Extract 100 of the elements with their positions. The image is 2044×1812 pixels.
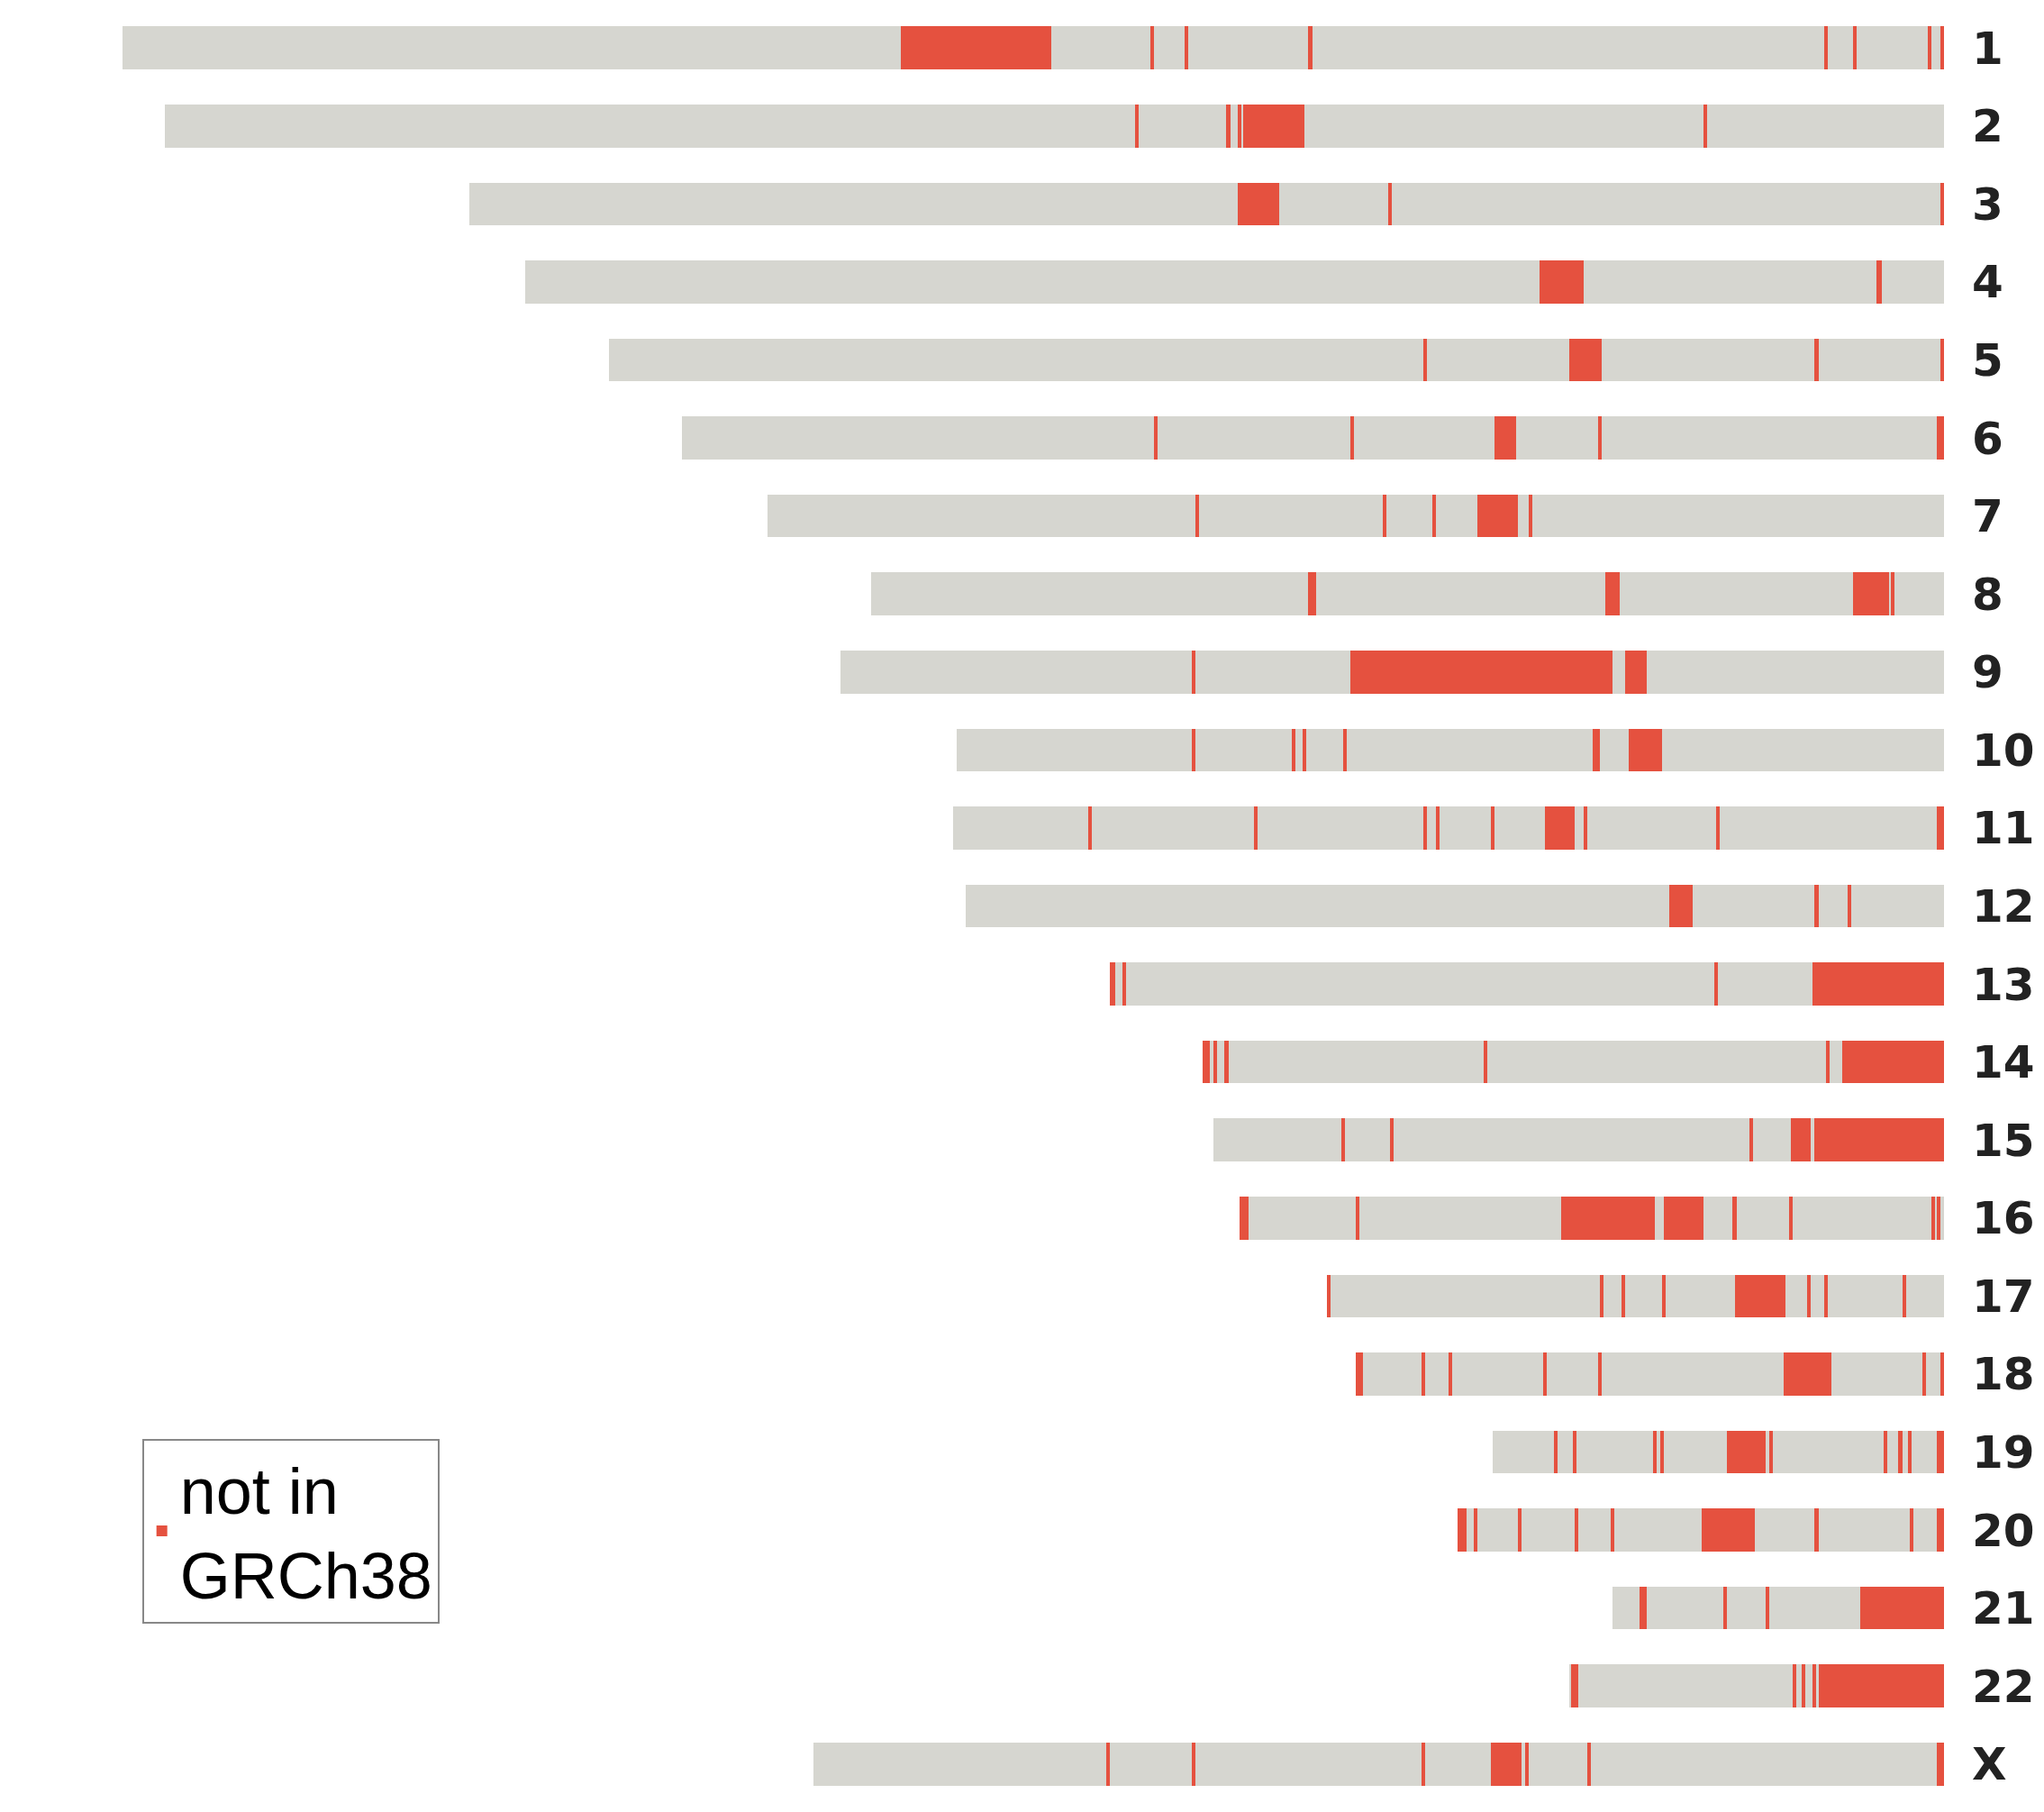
y-tick-label: 11 [1972,802,2035,855]
bar [1818,884,1848,928]
bar [1474,1508,1478,1552]
bar [1110,962,1116,1006]
bar [1421,1742,1425,1786]
bar [1203,1040,1211,1084]
bar [1431,494,1436,538]
bar [1772,1430,1885,1474]
bar [1856,26,1928,70]
bar [966,884,1669,928]
bar [1590,1742,1937,1786]
bar [1558,1430,1573,1474]
bar [1192,728,1196,772]
bar [1195,728,1293,772]
bar [1723,1586,1728,1630]
bar [1483,1040,1487,1084]
bar [1192,1742,1196,1786]
bar [1122,962,1127,1006]
bar [1346,728,1593,772]
bar [1768,1430,1773,1474]
bar [1614,1508,1703,1552]
bar [1547,1352,1598,1396]
y-tick-label: 6 [1972,412,2003,465]
bar [1902,1274,1906,1318]
bar [1422,338,1427,382]
bar [1703,1196,1733,1240]
bar [1816,1664,1819,1707]
bar [1622,1274,1626,1318]
bar [1349,651,1613,694]
bar [1887,1430,1899,1474]
bar [1568,1664,1571,1707]
bar [1195,651,1350,694]
bar [1647,1586,1724,1630]
bar [1392,182,1940,226]
y-tick-label: 17 [1972,1270,2035,1323]
bar [1492,1430,1555,1474]
legend-label: not in GRCh38 [179,1455,432,1612]
bar [1714,962,1719,1006]
bar [1242,105,1305,148]
bar [1326,1274,1331,1318]
bar [1540,260,1584,304]
bar [1884,1430,1888,1474]
bar [1356,1352,1364,1396]
bar [1663,1430,1728,1474]
bar [1612,1586,1640,1630]
bar [1572,1430,1576,1474]
bar [1814,884,1819,928]
bar [1237,182,1280,226]
bar [123,26,901,70]
bar [1426,338,1569,382]
bar [1818,1508,1910,1552]
bar [1422,806,1427,850]
bar [1841,1040,1944,1084]
bar [1486,1040,1826,1084]
bar [1934,1196,1937,1240]
bar [1110,1742,1193,1786]
bar [1693,884,1815,928]
bar [1115,962,1123,1006]
bar [1736,1196,1790,1240]
bar [1718,962,1813,1006]
bar [1477,1508,1518,1552]
bar [1292,728,1296,772]
bar [1936,1508,1944,1552]
bar [1716,806,1721,850]
bar [1925,1352,1940,1396]
bar [1818,1664,1944,1707]
bar [1257,806,1423,850]
bar [1570,1664,1578,1707]
bar [1818,338,1940,382]
bar [1827,1274,1903,1318]
bar [1525,1742,1530,1786]
bar [1882,260,1944,304]
bar [1295,728,1304,772]
bar [1823,1274,1828,1318]
bar [1812,962,1944,1006]
bar [1576,1430,1653,1474]
bar [1796,1664,1803,1707]
bar [1192,651,1196,694]
bar [1253,806,1258,850]
bar [1228,1040,1484,1084]
y-tick-label: X [1972,1738,2007,1791]
bar [1829,1040,1842,1084]
bar [1936,1196,1940,1240]
bar [813,1742,1107,1786]
bar [1388,182,1393,226]
bar [1304,105,1704,148]
bar [1394,1118,1749,1161]
bar [900,26,1052,70]
bar [1889,572,1892,616]
bar [1424,1352,1449,1396]
bar [1157,416,1350,460]
bar [1785,1274,1808,1318]
bar [1599,728,1630,772]
bar [1663,1196,1704,1240]
bar [1603,1274,1622,1318]
bar [1599,1274,1603,1318]
bar [1303,728,1307,772]
bar [1213,1040,1218,1084]
bar [1921,1352,1926,1396]
bar [1217,1040,1225,1084]
